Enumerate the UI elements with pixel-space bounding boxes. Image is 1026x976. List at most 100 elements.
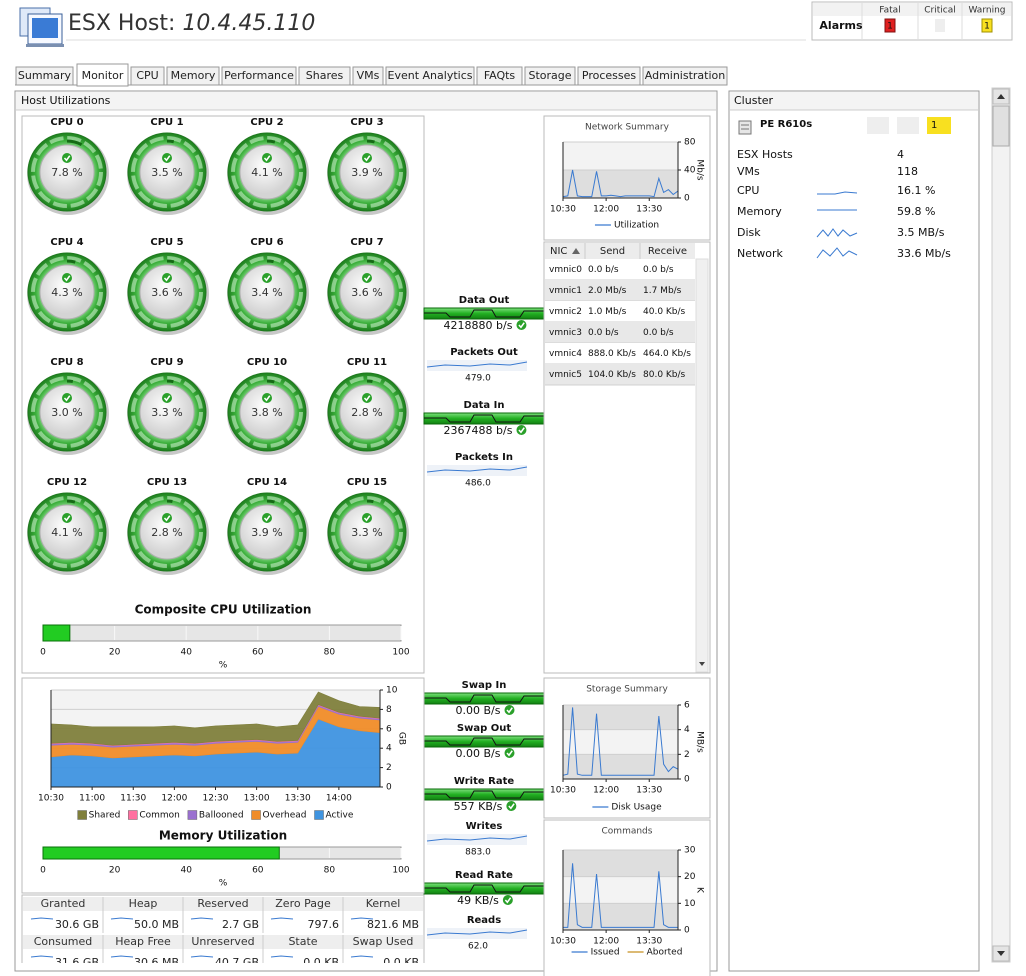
y-axis-label: K [695, 887, 705, 894]
critical-badge [935, 19, 945, 32]
gauge-face [139, 264, 195, 320]
tab-label[interactable]: CPU [136, 69, 158, 82]
grid-band [563, 729, 678, 755]
table-cell: vmnic2 [549, 307, 582, 317]
scroll-arrow[interactable] [997, 94, 1005, 99]
tab[interactable] [221, 66, 297, 86]
y-tick-label: 0 [684, 194, 690, 204]
gauge-segments [131, 496, 203, 568]
gauge-segments [231, 376, 303, 448]
tab-label[interactable]: VMs [357, 69, 380, 82]
metric-trace [424, 414, 544, 423]
cpu-name: CPU 14 [247, 477, 287, 488]
tab[interactable] [385, 66, 475, 86]
tab[interactable] [524, 66, 576, 86]
tab-label[interactable]: Shares [306, 69, 344, 82]
y-tick-label: 10 [386, 686, 398, 696]
x-tick-label: 20 [109, 866, 121, 876]
gauge-value-arc [134, 379, 200, 445]
tab[interactable] [130, 66, 165, 86]
sparkline [270, 955, 294, 958]
stat-label: Reserved [197, 897, 248, 910]
status-ok-check [363, 515, 371, 522]
cpu-name: CPU 4 [50, 237, 83, 248]
stat-value: 797.6 [308, 918, 340, 931]
gauge-value-arc [134, 499, 200, 565]
alarm-column: Critical [924, 6, 955, 16]
cpu-name: CPU 8 [50, 357, 83, 368]
y-tick-label: 10 [684, 899, 696, 909]
stat-label: Heap [129, 897, 158, 910]
tab-label[interactable]: Memory [171, 69, 216, 82]
cluster-metric-value: 118 [897, 165, 918, 178]
metric-value: 62.0 [468, 942, 488, 952]
tab[interactable] [577, 66, 641, 86]
table-cell: 2.0 Mb/s [588, 286, 627, 296]
metric-value: 557 KB/s [454, 800, 503, 813]
tab-label[interactable]: Performance [224, 69, 294, 82]
fatal-count: 1 [887, 22, 893, 32]
legend-label: Common [139, 811, 180, 821]
tab-label[interactable]: Administration [645, 69, 726, 82]
gauge-segments [331, 496, 403, 568]
cpu-value: 4.1 % [51, 526, 82, 539]
cpu-name: CPU 2 [250, 117, 283, 128]
page-scrollbar[interactable] [991, 87, 1011, 963]
x-tick-label: 10:30 [550, 786, 576, 796]
gauge-value-arc [34, 379, 100, 445]
chart-title: Network Summary [585, 123, 670, 133]
legend: Utilization [594, 221, 659, 231]
scrollbar[interactable] [695, 258, 709, 673]
table-cell: vmnic3 [549, 328, 582, 338]
scroll-arrow[interactable] [699, 662, 705, 666]
tab[interactable] [15, 66, 74, 86]
stat-value: 30.6 MB [134, 956, 179, 969]
metric-value: 479.0 [465, 374, 491, 384]
legend-label: Issued [591, 948, 620, 958]
status-ok-check [63, 275, 71, 282]
bar [42, 624, 71, 642]
status-ok-icon [162, 513, 172, 523]
x-tick-label: 60 [252, 648, 264, 658]
tab[interactable] [298, 66, 351, 86]
metric-trace [424, 737, 544, 746]
table-row [545, 322, 695, 343]
tab-label[interactable]: Summary [18, 69, 72, 82]
tab[interactable] [642, 66, 728, 86]
x-tick-label: 100 [392, 648, 409, 658]
x-tick-label: 80 [324, 866, 336, 876]
gauge-face [339, 264, 395, 320]
gauge-segments [231, 136, 303, 208]
status-ok-check [518, 427, 525, 434]
tab[interactable] [76, 63, 129, 87]
metric-trace [424, 790, 544, 799]
line [562, 707, 679, 776]
status-ok-check [163, 155, 171, 162]
tab-label[interactable]: FAQts [484, 69, 516, 82]
scroll-thumb[interactable] [992, 105, 1010, 147]
y-axis-label: GB [397, 732, 407, 745]
cluster-metric-label: Memory [737, 205, 782, 218]
alarm-slot [867, 117, 889, 134]
tab-label[interactable]: Monitor [82, 69, 124, 82]
x-tick-label: 60 [252, 866, 264, 876]
table-cell: 464.0 Kb/s [643, 349, 691, 359]
axis-unit: % [219, 661, 228, 671]
tab[interactable] [476, 66, 523, 86]
table-row [545, 259, 695, 280]
sparkline [426, 466, 528, 473]
tab-label[interactable]: Event Analytics [388, 69, 473, 82]
sparkline [190, 955, 214, 958]
scroll-arrow[interactable] [997, 951, 1005, 956]
table-header [545, 243, 695, 259]
tab[interactable] [352, 66, 384, 86]
metric-title: Packets In [455, 452, 513, 463]
gauge-segments [31, 496, 103, 568]
tab[interactable] [166, 66, 220, 86]
tab-label[interactable]: Storage [528, 69, 571, 82]
alarm-slot [897, 117, 919, 134]
y-tick-label: 2 [684, 750, 690, 760]
tab-label[interactable]: Processes [582, 69, 636, 82]
grid-band [563, 142, 678, 170]
cluster-metric-value: 59.8 % [897, 205, 935, 218]
